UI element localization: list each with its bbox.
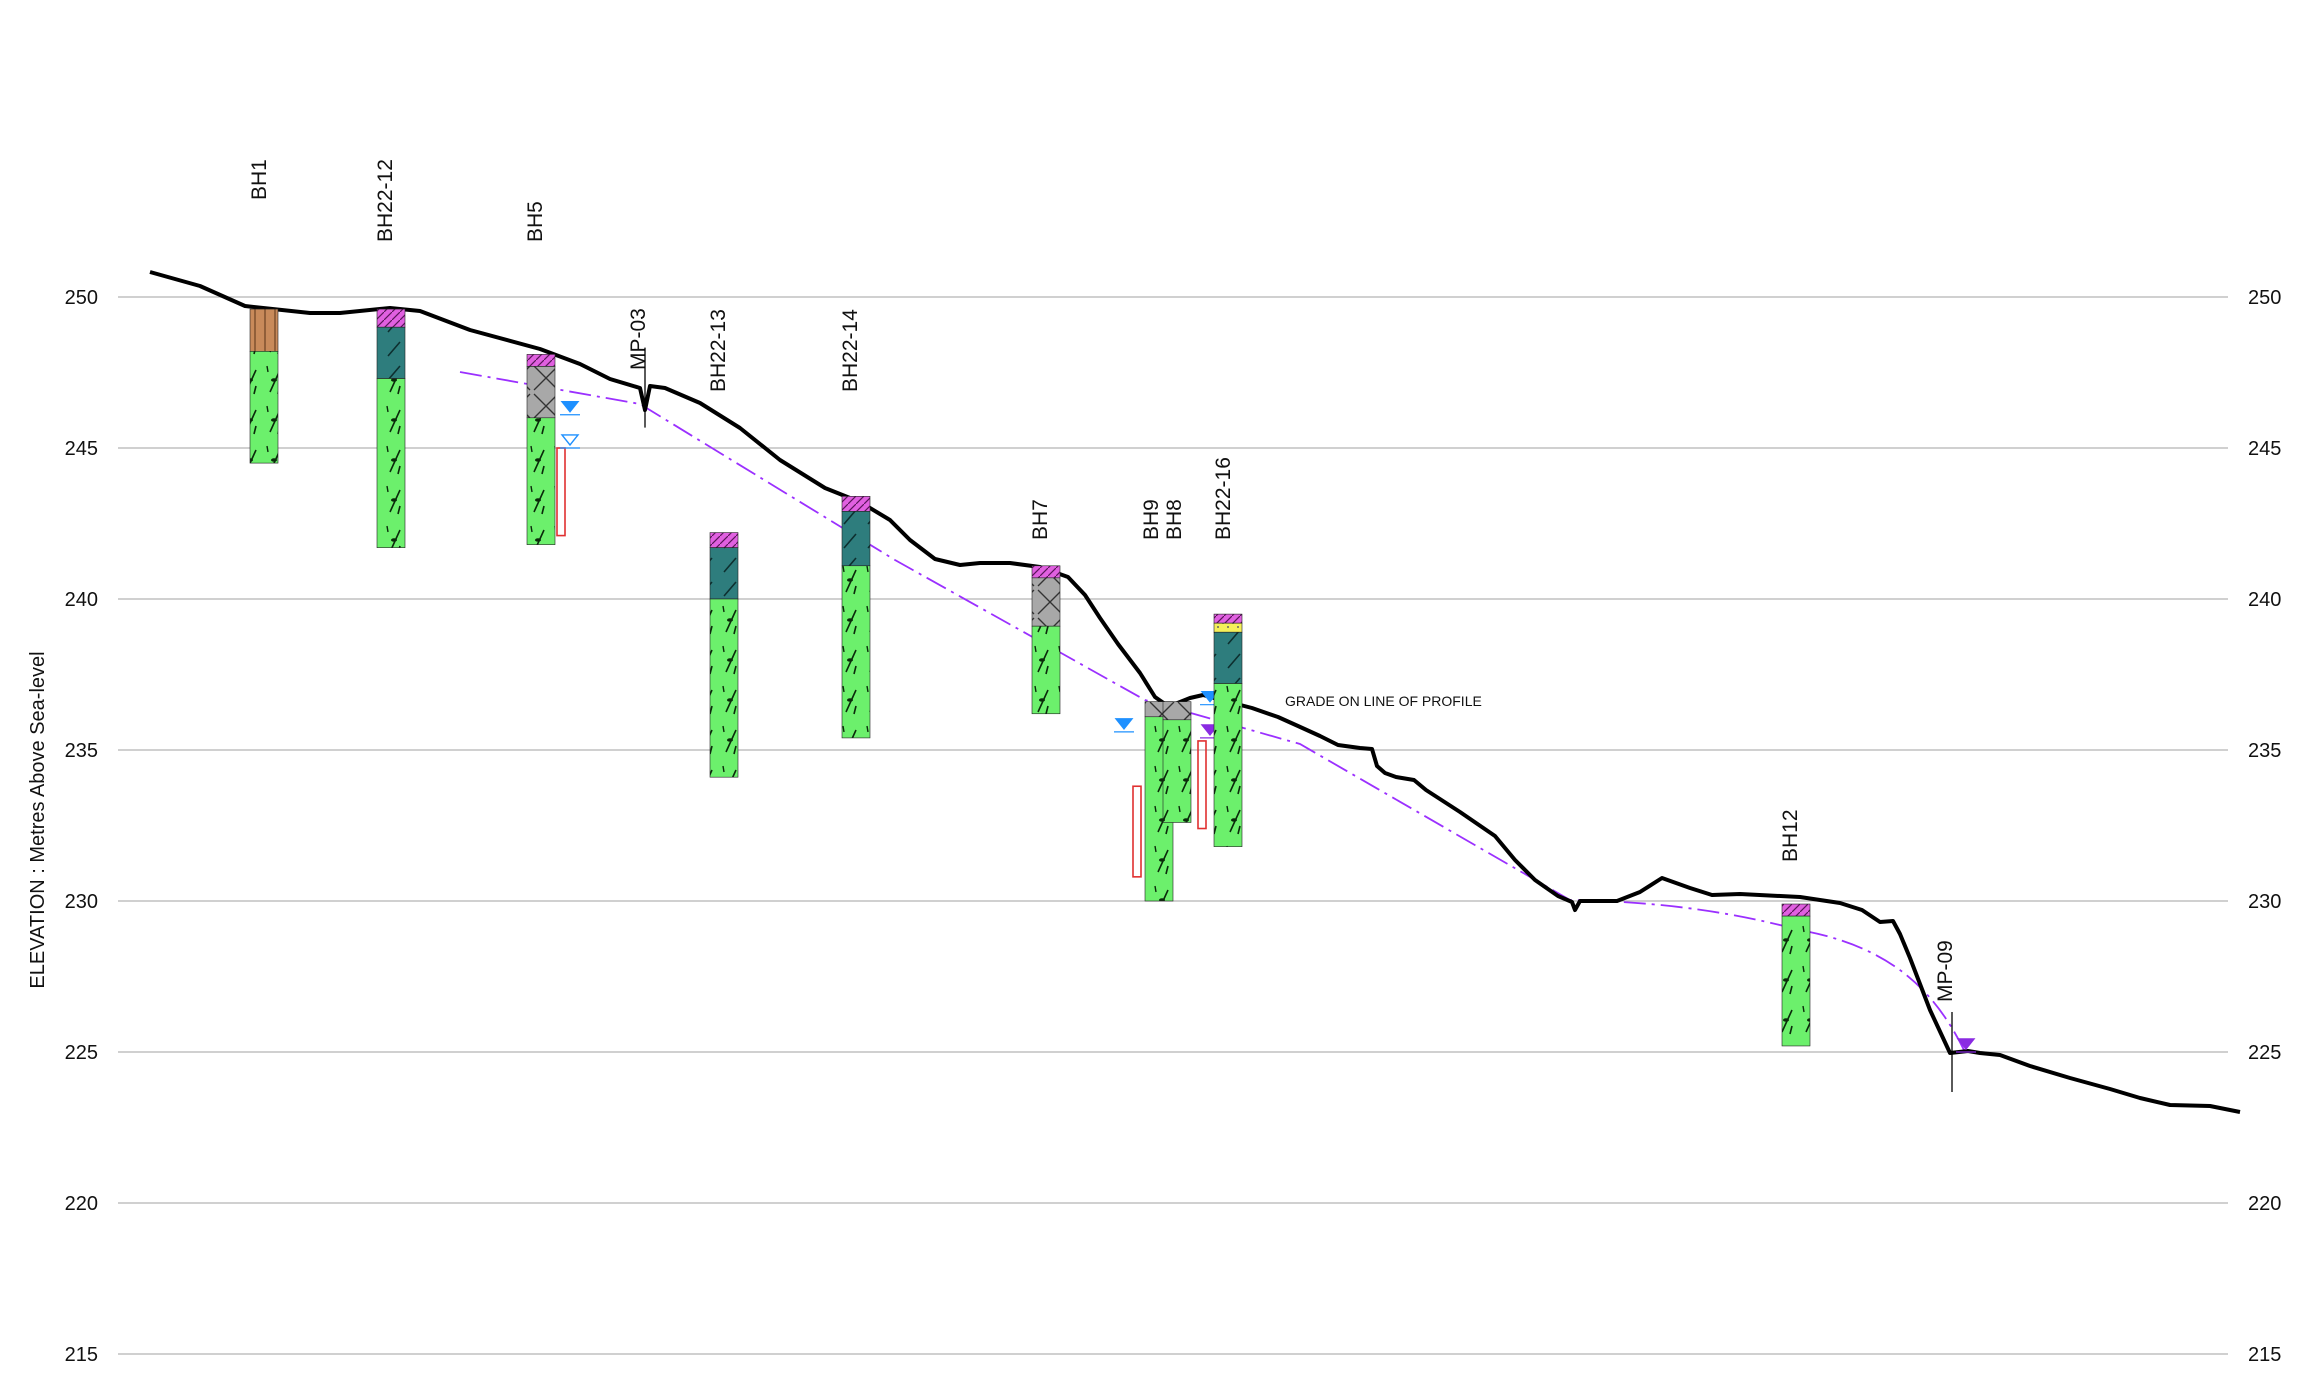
tick-label-left-230: 230 <box>65 891 98 913</box>
tick-label-left-240: 240 <box>65 589 98 611</box>
tick-label-right-240: 240 <box>2248 589 2281 611</box>
water-level-marker-bh5-0 <box>560 401 580 413</box>
borehole-label-bh22-16: BH22-16 <box>1212 457 1235 540</box>
borehole-label-bh7: BH7 <box>1029 499 1052 540</box>
tick-label-right-225: 225 <box>2248 1042 2281 1064</box>
layer-bh12-till-1 <box>1781 915 1811 1047</box>
tick-label-right-215: 215 <box>2248 1344 2281 1366</box>
borehole-mp-03: MP-03 <box>627 308 650 428</box>
layer-bh22-16-clay-2 <box>1213 631 1243 684</box>
layer-bh22-16-till-3 <box>1213 683 1243 847</box>
layer-bh22-14-topsoil-0 <box>841 496 871 512</box>
tick-label-left-235: 235 <box>65 740 98 762</box>
borehole-bh22-16: BH22-16 <box>1212 457 1243 847</box>
layer-bh22-13-till-2 <box>709 598 739 778</box>
layer-bh5-topsoil-0 <box>526 354 556 367</box>
tick-label-right-250: 250 <box>2248 287 2281 309</box>
water-level-marker-bh9-0 <box>1114 718 1134 730</box>
right-elevation-axis: 250 245 240 235 230 225 220 215 <box>2248 287 2281 1366</box>
borehole-bh9: BH9 <box>1114 499 1174 902</box>
tick-label-left-225: 225 <box>65 1042 98 1064</box>
borehole-bh7: BH7 <box>1029 499 1061 715</box>
layer-bh7-topsoil-0 <box>1031 565 1061 579</box>
layer-bh1-organic-0 <box>249 308 279 352</box>
layer-bh22-13-topsoil-0 <box>709 532 739 548</box>
tick-label-left-220: 220 <box>65 1193 98 1215</box>
y-axis-label: ELEVATION : Metres Above Sea-level <box>27 651 49 988</box>
layer-bh8-fill-0 <box>1162 701 1192 721</box>
tick-label-right-230: 230 <box>2248 891 2281 913</box>
tick-label-left-250: 250 <box>65 287 98 309</box>
borehole-label-bh22-13: BH22-13 <box>707 309 730 392</box>
well-screen-bh9 <box>1132 785 1142 878</box>
layer-bh22-12-clay-1 <box>376 326 406 379</box>
left-elevation-axis: 250 245 240 235 230 225 220 215 <box>65 287 98 1366</box>
layer-bh7-fill-1 <box>1031 577 1061 627</box>
water-level-marker-mp-09-0 <box>1956 1038 1976 1051</box>
borehole-bh22-13: BH22-13 <box>707 309 739 778</box>
layer-bh22-12-till-2 <box>376 378 406 548</box>
ground-surface-profile <box>149 270 2241 1114</box>
layer-bh7-till-2 <box>1031 625 1061 715</box>
borehole-bh8: BH8 <box>1162 499 1220 830</box>
borehole-mp-09: MP-09 <box>1934 940 1976 1092</box>
borehole-bh5: BH5 <box>524 201 580 545</box>
borehole-label-bh1: BH1 <box>248 159 271 200</box>
borehole-bh12: BH12 <box>1779 809 1811 1047</box>
borehole-label-bh5: BH5 <box>524 201 547 242</box>
layer-bh12-topsoil-0 <box>1781 903 1811 917</box>
layer-bh22-14-clay-1 <box>841 511 871 567</box>
borehole-label-mp-03: MP-03 <box>627 308 650 370</box>
borehole-label-bh22-12: BH22-12 <box>374 159 397 242</box>
tick-label-left-245: 245 <box>65 438 98 460</box>
layer-bh8-till-1 <box>1162 719 1192 823</box>
tick-label-right-245: 245 <box>2248 438 2281 460</box>
well-screen-bh8 <box>1197 740 1207 830</box>
borehole-label-mp-09: MP-09 <box>1934 940 1957 1002</box>
layer-bh5-fill-1 <box>526 366 556 419</box>
layer-bh22-13-clay-1 <box>709 547 739 600</box>
well-screen-bh5 <box>556 447 566 537</box>
borehole-label-bh8: BH8 <box>1163 499 1186 540</box>
layer-bh22-12-topsoil-0 <box>376 308 406 328</box>
borehole-label-bh22-14: BH22-14 <box>839 309 862 392</box>
layer-bh22-16-sand-1 <box>1213 622 1243 633</box>
layer-bh22-14-till-2 <box>841 565 871 739</box>
borehole-bh1: BH1 <box>248 159 279 464</box>
borehole-label-bh12: BH12 <box>1779 809 1802 862</box>
water-level-marker-bh5-1 <box>560 434 580 447</box>
grade-annotation: GRADE ON LINE OF PROFILE <box>1285 693 1482 709</box>
layer-bh22-16-topsoil-0 <box>1213 613 1243 624</box>
tick-label-right-235: 235 <box>2248 740 2281 762</box>
tick-label-left-215: 215 <box>65 1344 98 1366</box>
borehole-label-bh9: BH9 <box>1140 499 1163 540</box>
borehole-bh22-12: BH22-12 <box>374 159 406 548</box>
borehole-bh22-14: BH22-14 <box>839 309 871 739</box>
layer-bh5-till-2 <box>526 417 556 545</box>
layer-bh1-till-1 <box>249 351 279 464</box>
tick-label-right-220: 220 <box>2248 1193 2281 1215</box>
